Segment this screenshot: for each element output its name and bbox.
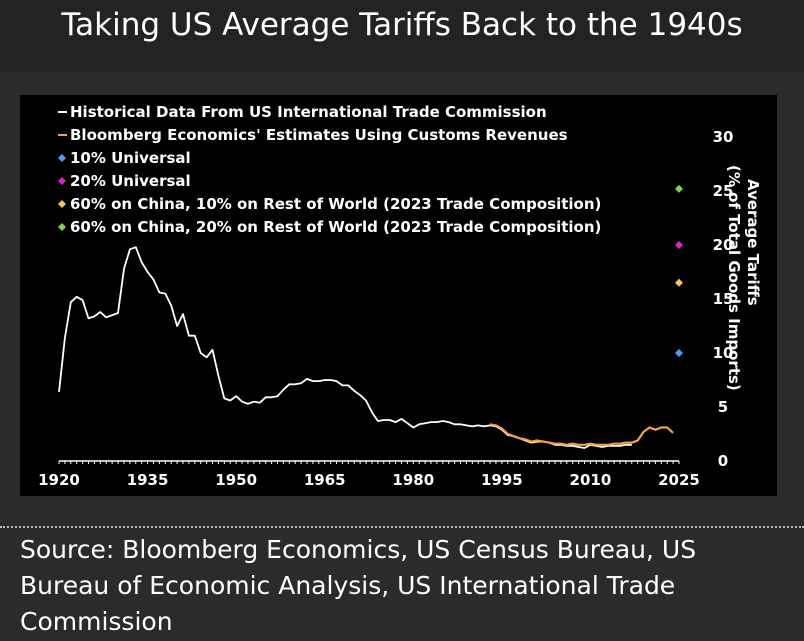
y-tick-label: 20: [713, 236, 734, 254]
y-tick-label: 15: [713, 290, 734, 308]
legend-diamond-china60_row20: [58, 223, 66, 231]
legend-diamond-ten_universal: [58, 154, 66, 162]
y-tick-label: 25: [713, 182, 734, 200]
chart-legend: Historical Data From US International Tr…: [58, 103, 601, 236]
y-tick-label: 0: [718, 452, 728, 470]
y-axis-label: Average Tariffs (% of Total Goods Import…: [725, 165, 762, 391]
y-axis-label-line1: Average Tariffs: [744, 179, 762, 306]
x-tick-label: 1950: [215, 471, 257, 489]
legend-label-china60_row10: 60% on China, 10% on Rest of World (2023…: [70, 195, 601, 213]
page-title: Taking US Average Tariffs Back to the 19…: [0, 0, 804, 72]
series-line-historical: [58, 246, 632, 449]
y-axis: 0 5 10 15 20 25 30: [713, 128, 734, 470]
series-line-bloomberg: [489, 423, 674, 446]
divider: [0, 526, 804, 528]
point-twenty_universal: [675, 241, 683, 249]
x-tick-label: 1980: [392, 471, 434, 489]
x-tick-label: 2010: [570, 471, 612, 489]
x-tick-label: 2025: [658, 471, 700, 489]
point-china60_row10: [675, 278, 683, 287]
y-tick-label: 30: [713, 128, 734, 146]
tariff-chart: Historical Data From US International Tr…: [38, 103, 762, 489]
x-tick-label: 1935: [127, 471, 169, 489]
point-china60_row20: [675, 184, 683, 193]
point-ten_universal: [675, 349, 683, 357]
chart-panel: Historical Data From US International Tr…: [20, 95, 777, 496]
y-tick-label: 10: [713, 344, 734, 362]
legend-label-twenty_universal: 20% Universal: [70, 172, 191, 190]
source-note: Source: Bloomberg Economics, US Census B…: [20, 535, 697, 636]
legend-label-historical: Historical Data From US International Tr…: [70, 103, 547, 121]
scenario-points: [675, 184, 683, 357]
x-tick-label: 1920: [38, 471, 80, 489]
x-tick-label: 1995: [481, 471, 523, 489]
legend-label-china60_row20: 60% on China, 20% on Rest of World (2023…: [70, 218, 601, 236]
y-tick-label: 5: [718, 398, 728, 416]
x-axis: 1920 1935 1950 1965 1980 1995 2010 2025: [38, 460, 700, 489]
legend-label-ten_universal: 10% Universal: [70, 149, 191, 167]
legend-diamond-twenty_universal: [58, 177, 66, 185]
series-lines: [58, 246, 674, 449]
y-axis-label-line2: (% of Total Goods Imports): [725, 165, 743, 391]
legend-label-bloomberg: Bloomberg Economics' Estimates Using Cus…: [70, 126, 568, 144]
legend-diamond-china60_row10: [58, 200, 66, 208]
x-tick-label: 1965: [304, 471, 346, 489]
